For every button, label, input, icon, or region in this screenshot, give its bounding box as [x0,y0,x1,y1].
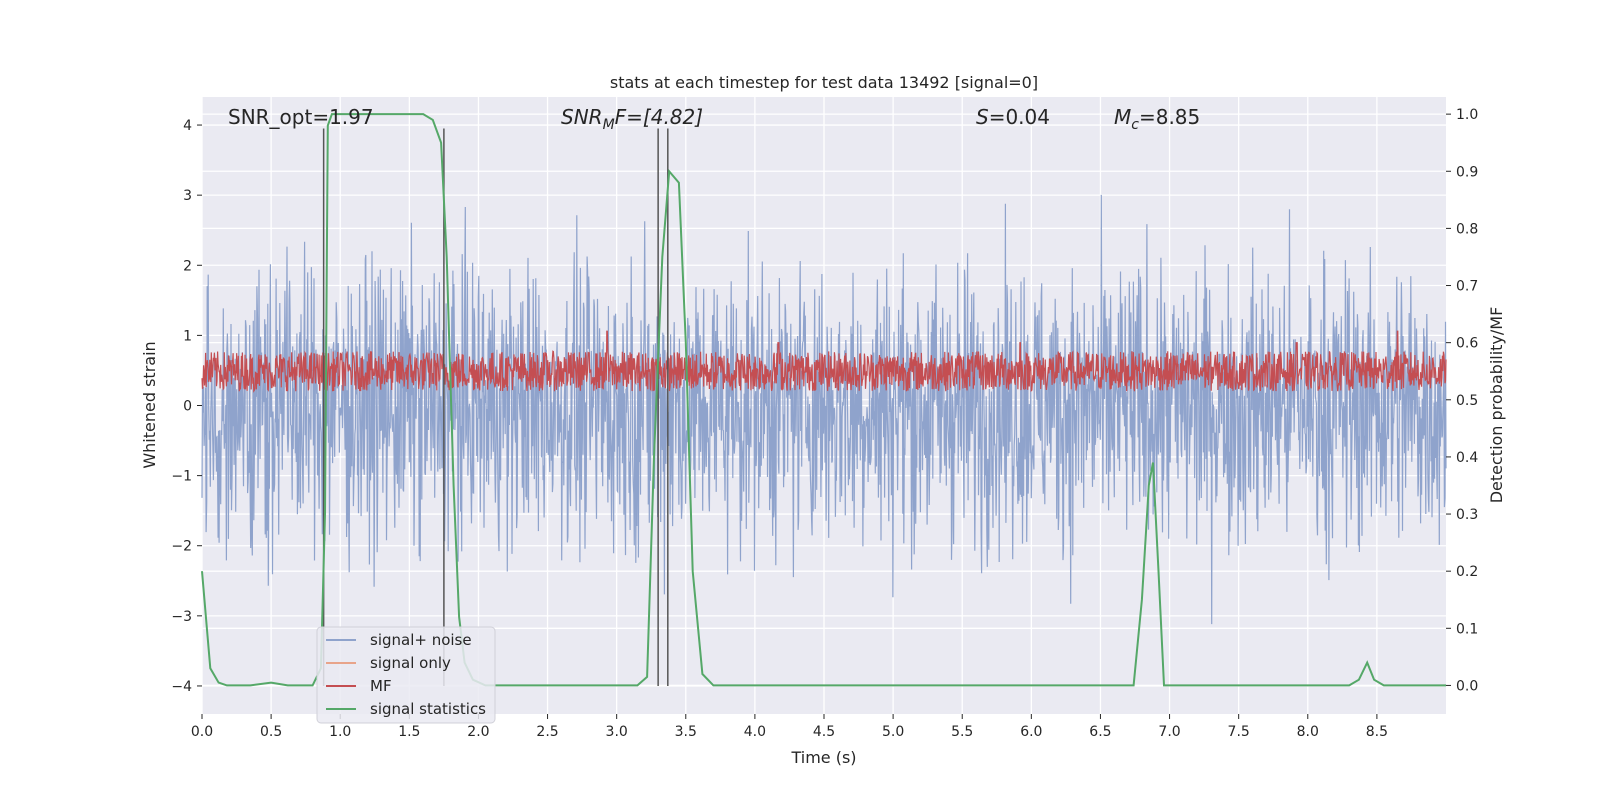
x-ticks: 0.0 0.5 1.0 1.5 2.0 2.5 3.0 3.5 4.0 4.5 5.0 5.5 6.0 6… [191,714,1388,740]
annotation-snr-mf: SNRMF=[4.82] [561,105,703,133]
x-tick-label: 4.0 [744,724,766,740]
y-ticks-left: 4 3 2 1 0 −1 −2 −3 −4 [171,118,202,695]
y-tick-label-left: −2 [171,539,192,555]
y-tick-label-left: −4 [171,679,192,695]
y-tick-label-right: 0.5 [1456,393,1478,409]
y-tick-label-right: 0.1 [1456,621,1478,637]
x-tick-label: 6.5 [1089,724,1111,740]
x-tick-label: 2.5 [536,724,558,740]
x-tick-label: 6.0 [1020,724,1042,740]
x-tick-label: 8.0 [1297,724,1319,740]
y-axis-label-left: Whitened strain [140,341,159,468]
y-tick-label-left: 4 [183,118,192,134]
y-tick-label-right: 0.7 [1456,279,1478,295]
x-axis-label: Time (s) [790,748,856,767]
x-tick-label: 1.5 [398,724,420,740]
y-tick-label-right: 0.4 [1456,450,1478,466]
x-tick-label: 2.0 [467,724,489,740]
x-tick-label: 8.5 [1366,724,1388,740]
vertical-lines [322,128,669,686]
x-tick-label: 5.5 [951,724,973,740]
annotation-s: S=0.04 [976,105,1050,129]
y-tick-label-right: 0.2 [1456,564,1478,580]
y-tick-label-left: 0 [183,399,192,415]
signal-noise-series [201,194,1447,625]
y-tick-label-left: −1 [171,469,192,485]
legend-label-signal-statistics: signal statistics [370,700,486,718]
legend-box [316,626,496,724]
y-tick-label-right: 0.9 [1456,164,1478,180]
legend-label-signal-noise: signal+ noise [370,631,472,649]
annotation-snr-opt: SNR_opt=1.97 [228,105,374,129]
chart-title: stats at each timestep for test data 134… [610,73,1038,92]
y-tick-label-right: 0.8 [1456,221,1478,237]
signal-noise-line [201,194,1447,625]
y-tick-label-right: 1.0 [1456,107,1478,123]
x-tick-label: 4.5 [813,724,835,740]
mf-series [201,330,1447,393]
annotation-mc: Mc=8.85 [1114,105,1200,133]
legend-label-mf: MF [370,677,392,695]
x-tick-label: 0.5 [260,724,282,740]
x-tick-label: 5.0 [882,724,904,740]
y-tick-label-left: −3 [171,609,192,625]
y-tick-label-left: 3 [183,188,192,204]
y-tick-label-right: 0.3 [1456,507,1478,523]
y-tick-label-right: 0.0 [1456,678,1478,694]
legend: signal+ noise signal only MF signal stat… [316,626,496,724]
y-tick-label-left: 1 [183,328,192,344]
x-tick-label: 7.5 [1228,724,1250,740]
y-tick-label-right: 0.6 [1456,336,1478,352]
x-tick-label: 7.0 [1158,724,1180,740]
y-tick-label-left: 2 [183,258,192,274]
x-tick-label: 0.0 [191,724,213,740]
y-axis-label-right: Detection probability/MF [1487,307,1506,504]
x-tick-label: 3.5 [675,724,697,740]
mf-line [201,330,1447,393]
y-ticks-right: 1.0 0.9 0.8 0.7 0.6 0.5 0.4 0.3 0.2 0.1 0.0 [1446,107,1478,694]
x-tick-label: 1.0 [329,724,351,740]
x-tick-label: 3.0 [606,724,628,740]
legend-label-signal-only: signal only [370,654,451,672]
